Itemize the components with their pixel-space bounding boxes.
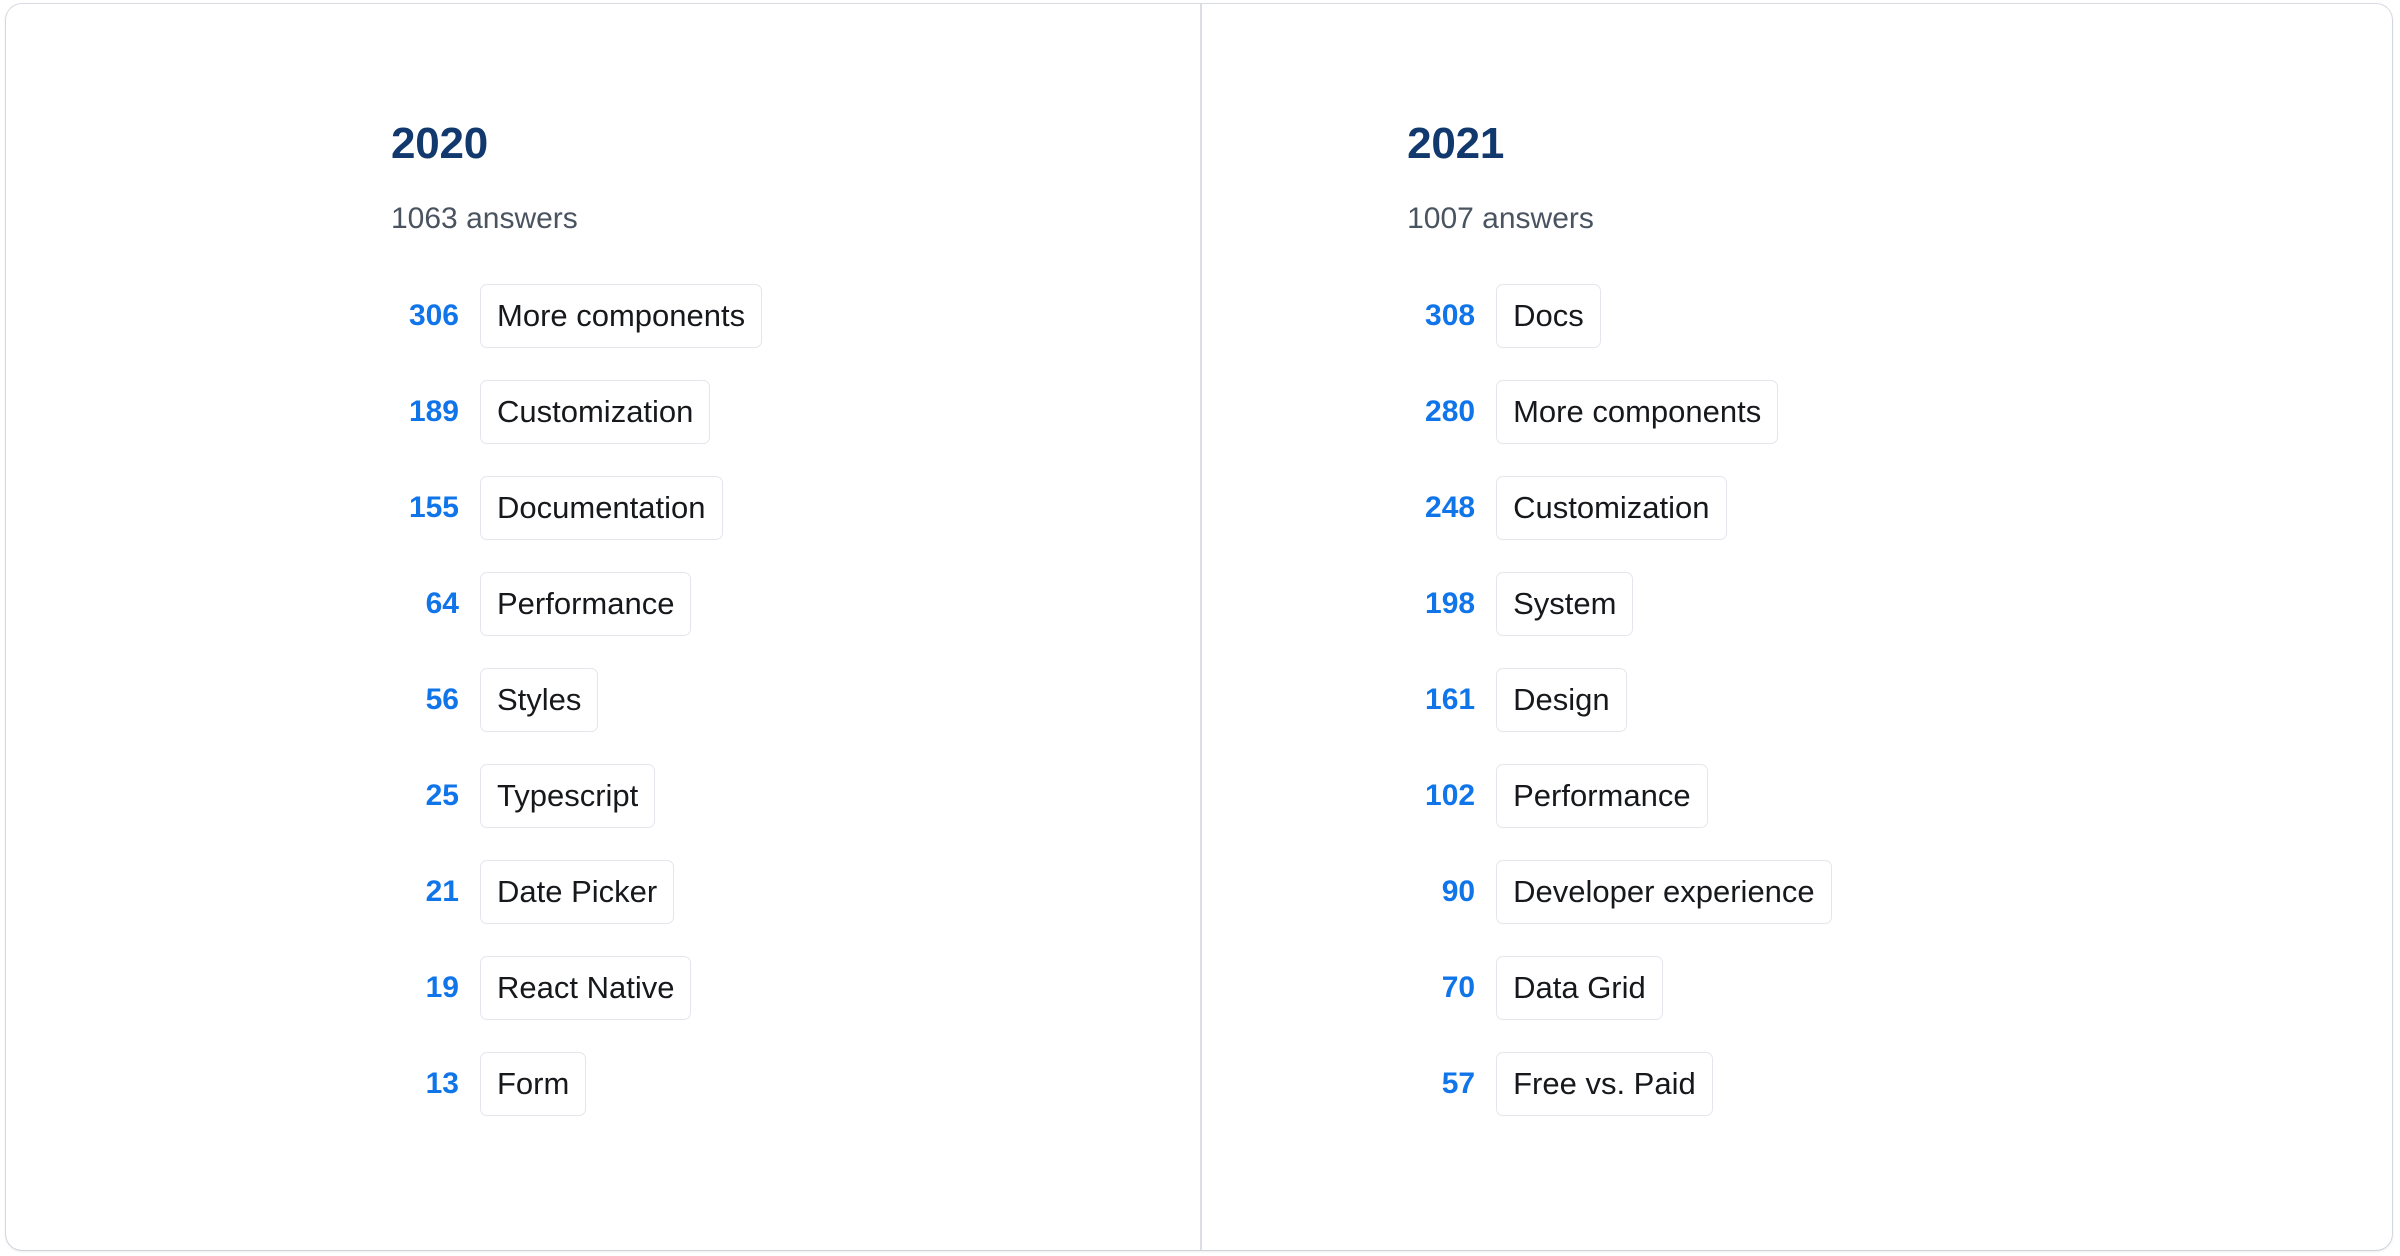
- panel-divider: [1200, 4, 1203, 1250]
- answer-label-chip[interactable]: Form: [480, 1051, 587, 1116]
- answer-label-chip[interactable]: Developer experience: [1496, 859, 1832, 924]
- answer-count: 308: [1425, 298, 1476, 332]
- answer-row: 64 Performance: [391, 571, 1200, 636]
- answer-row: 19 React Native: [391, 955, 1200, 1020]
- answer-label-chip[interactable]: More components: [480, 283, 763, 348]
- answer-row: 90 Developer experience: [1407, 859, 2392, 924]
- answer-count: 280: [1425, 394, 1476, 428]
- year-panel-2021: 2021 1007 answers 308 Docs 280 More compone…: [1202, 4, 2392, 1250]
- answer-label-chip[interactable]: Date Picker: [480, 859, 675, 924]
- answer-label-chip[interactable]: Customization: [1496, 475, 1727, 540]
- answer-label-chip[interactable]: Design: [1496, 667, 1627, 732]
- answer-label-chip[interactable]: React Native: [480, 955, 692, 1020]
- answer-count: 102: [1425, 778, 1476, 812]
- answer-row: 308 Docs: [1407, 283, 2392, 348]
- answer-count: 189: [408, 394, 459, 428]
- answer-row: 248 Customization: [1407, 475, 2392, 540]
- answer-count: 13: [425, 1066, 459, 1100]
- answer-row: 306 More components: [391, 283, 1200, 348]
- answer-count: 64: [425, 586, 459, 620]
- answer-count: 25: [425, 778, 459, 812]
- answer-row: 56 Styles: [391, 667, 1200, 732]
- answer-label-chip[interactable]: Performance: [1496, 763, 1708, 828]
- answer-row: 70 Data Grid: [1407, 955, 2392, 1020]
- answer-count: 90: [1441, 874, 1476, 908]
- answer-list-2021: 308 Docs 280 More components 248 Customizatio…: [1407, 283, 2392, 1116]
- answer-count: 70: [1441, 970, 1476, 1004]
- answer-label-chip[interactable]: Free vs. Paid: [1496, 1051, 1713, 1116]
- answer-row: 21 Date Picker: [391, 859, 1200, 924]
- answer-count: 56: [425, 682, 459, 716]
- answer-row: 102 Performance: [1407, 763, 2392, 828]
- answer-row: 280 More components: [1407, 379, 2392, 444]
- answer-row: 25 Typescript: [391, 763, 1200, 828]
- year-panel-2020: 2020 1063 answers 306 More components 189 C…: [6, 4, 1200, 1250]
- panel-title-2020: 2020: [391, 119, 489, 168]
- answer-count: 198: [1425, 586, 1476, 620]
- answer-label-chip[interactable]: Styles: [480, 667, 599, 732]
- answer-label-chip[interactable]: Customization: [480, 379, 711, 444]
- answer-count: 19: [425, 970, 459, 1004]
- answer-label-chip[interactable]: More components: [1496, 379, 1779, 444]
- answer-label-chip[interactable]: Performance: [480, 571, 692, 636]
- answer-count: 248: [1425, 490, 1476, 524]
- answer-row: 57 Free vs. Paid: [1407, 1051, 2392, 1116]
- answer-label-chip[interactable]: Data Grid: [1496, 955, 1663, 1020]
- answer-label-chip[interactable]: Documentation: [480, 475, 723, 540]
- answer-label-chip[interactable]: System: [1496, 571, 1634, 636]
- answer-label-chip[interactable]: Docs: [1496, 283, 1601, 348]
- answer-row: 161 Design: [1407, 667, 2392, 732]
- answer-count: 155: [408, 490, 459, 524]
- answer-count: 57: [1441, 1066, 1476, 1100]
- answer-list-2020: 306 More components 189 Customization 155 Doc…: [391, 283, 1200, 1116]
- panel-title-2021: 2021: [1407, 119, 1505, 168]
- answer-row: 189 Customization: [391, 379, 1200, 444]
- panel-answer-count-2021: 1007 answers: [1407, 202, 1594, 235]
- panel-answer-count-2020: 1063 answers: [391, 202, 578, 235]
- answer-row: 198 System: [1407, 571, 2392, 636]
- answer-count: 21: [425, 874, 459, 908]
- answer-count: 161: [1425, 682, 1476, 716]
- answer-count: 306: [408, 298, 459, 332]
- answer-row: 13 Form: [391, 1051, 1200, 1116]
- answer-label-chip[interactable]: Typescript: [480, 763, 656, 828]
- answer-row: 155 Documentation: [391, 475, 1200, 540]
- comparison-card: 2020 1063 answers 306 More components 189 C…: [6, 4, 2392, 1250]
